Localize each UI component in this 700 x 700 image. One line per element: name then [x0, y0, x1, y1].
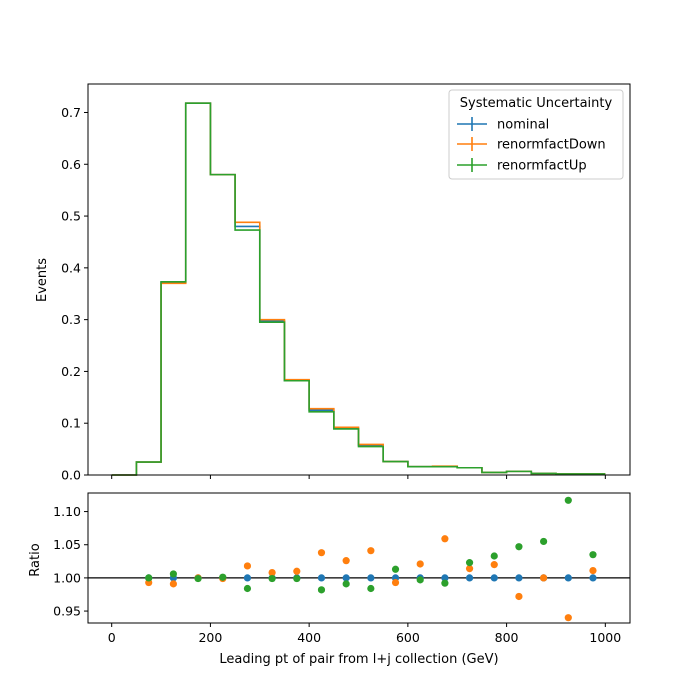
ratio-point-nominal — [564, 574, 572, 582]
ratio-point-renormfactDown — [243, 562, 252, 570]
ratio-point-renormfactDown — [293, 567, 301, 575]
ratio-point-renormfactUp — [169, 570, 177, 578]
ratio-point-renormfactUp — [219, 573, 227, 581]
ratio-point-renormfactUp — [465, 559, 474, 567]
top-y-tick-label: 0.3 — [61, 312, 81, 327]
ratio-point-renormfactDown — [515, 592, 523, 601]
ratio-point-renormfactDown — [391, 578, 400, 587]
x-tick-label: 600 — [396, 630, 420, 645]
ratio-x-ticks: 0 200 400 600 800 1000 — [108, 623, 621, 645]
ratio-point-renormfactDown — [589, 567, 597, 575]
top-y-tick-label: 0.2 — [61, 364, 81, 379]
top-y-tick-label: 0.5 — [61, 209, 81, 224]
legend: Systematic Uncertainty nominal renormfac… — [448, 89, 624, 180]
legend-entry-renormfactUp: renormfactUp — [457, 158, 587, 174]
x-tick-label: 0 — [108, 630, 116, 645]
ratio-point-nominal — [465, 574, 474, 582]
top-series-group — [111, 102, 606, 476]
top-panel: 0.0 0.1 0.2 0.3 0.4 0.5 0.6 0.7 Events Systemat… — [35, 83, 631, 483]
ratio-point-nominal — [441, 574, 449, 582]
legend-label-renormfactUp: renormfactUp — [497, 159, 587, 174]
ratio-point-nominal — [367, 574, 375, 582]
ratio-point-renormfactUp — [391, 565, 400, 573]
ratio-point-nominal — [243, 574, 252, 582]
ratio-point-renormfactDown — [416, 560, 424, 568]
ratio-point-renormfactUp — [589, 551, 597, 559]
ratio-point-renormfactDown — [465, 565, 474, 573]
top-x-ticks — [111, 475, 606, 479]
ratio-point-renormfactDown — [367, 547, 375, 555]
top-y-tick-label: 0.0 — [61, 468, 81, 483]
ratio-y-tick-label: 0.95 — [53, 604, 81, 619]
top-y-tick-label: 0.7 — [61, 105, 81, 120]
legend-box — [448, 89, 624, 180]
ratio-point-renormfactDown — [169, 580, 177, 588]
legend-label-renormfactDown: renormfactDown — [497, 138, 606, 153]
ratio-point-renormfactDown — [317, 549, 326, 557]
ratio-point-renormfactUp — [317, 586, 326, 594]
ratio-point-renormfactDown — [441, 535, 449, 543]
legend-label-nominal: nominal — [497, 118, 549, 133]
ratio-axes-frame — [87, 492, 631, 624]
ratio-y-tick-label: 1.05 — [53, 537, 81, 552]
ratio-point-nominal — [589, 574, 597, 582]
top-y-tick-label: 0.6 — [61, 157, 81, 172]
ratio-point-renormfactUp — [416, 576, 424, 584]
ratio-series-group — [145, 496, 597, 622]
top-axes-frame — [87, 83, 631, 476]
x-axis-label: Leading pt of pair from l+j collection (… — [219, 652, 498, 667]
top-y-axis-label: Events — [35, 258, 50, 302]
ratio-point-renormfactDown — [342, 557, 350, 565]
ratio-y-tick-label: 1.00 — [53, 570, 81, 585]
ratio-point-renormfactDown — [268, 568, 276, 577]
ratio-point-renormfactUp — [540, 537, 548, 546]
step-line-renormfactUp — [111, 102, 606, 476]
ratio-point-renormfactUp — [367, 584, 375, 593]
ratio-panel: 0.95 1.00 1.05 1.10 0 200 400 600 800 1000 Ratio… — [28, 492, 631, 667]
legend-entry-renormfactDown: renormfactDown — [457, 137, 606, 153]
ratio-point-nominal — [317, 574, 326, 582]
legend-title: Systematic Uncertainty — [460, 96, 613, 111]
ratio-y-ticks: 0.95 1.00 1.05 1.10 — [53, 504, 88, 619]
ratio-point-nominal — [515, 574, 523, 582]
ratio-point-renormfactUp — [145, 574, 153, 582]
ratio-point-nominal — [342, 574, 350, 582]
top-y-ticks: 0.0 0.1 0.2 0.3 0.4 0.5 0.6 0.7 — [61, 105, 88, 483]
x-tick-label: 1000 — [589, 630, 621, 645]
ratio-point-renormfactUp — [293, 574, 301, 583]
x-tick-label: 200 — [198, 630, 222, 645]
ratio-point-renormfactUp — [564, 496, 572, 504]
top-y-tick-label: 0.1 — [61, 416, 81, 431]
x-tick-label: 800 — [495, 630, 519, 645]
ratio-point-renormfactUp — [268, 574, 276, 583]
x-tick-label: 400 — [297, 630, 321, 645]
ratio-y-axis-label: Ratio — [28, 543, 43, 576]
ratio-point-renormfactDown — [490, 561, 498, 569]
ratio-point-nominal — [490, 574, 498, 582]
ratio-point-renormfactUp — [515, 543, 523, 551]
top-y-tick-label: 0.4 — [61, 260, 81, 275]
legend-entry-nominal: nominal — [457, 117, 549, 133]
ratio-point-renormfactDown — [540, 574, 548, 582]
ratio-point-renormfactUp — [490, 552, 498, 560]
ratio-point-renormfactUp — [342, 580, 350, 588]
ratio-point-renormfactUp — [194, 574, 202, 583]
ratio-point-renormfactUp — [441, 579, 449, 587]
ratio-point-renormfactDown — [564, 614, 572, 622]
ratio-point-renormfactUp — [243, 584, 252, 593]
ratio-y-tick-label: 1.10 — [53, 504, 81, 519]
